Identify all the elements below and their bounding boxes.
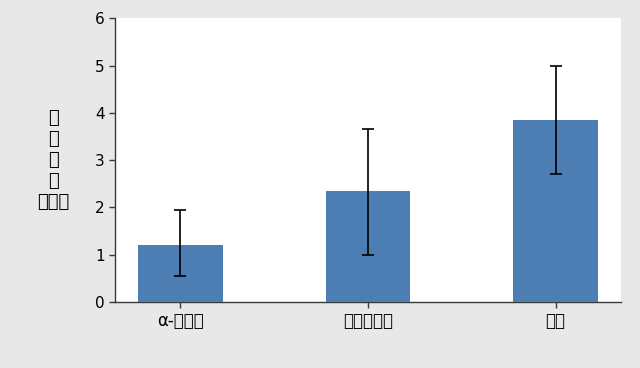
Bar xyxy=(138,245,223,302)
Bar xyxy=(513,120,598,302)
Y-axis label: 入
眼
着
時
（分）: 入 眼 着 時 （分） xyxy=(37,110,70,210)
Bar xyxy=(326,191,410,302)
